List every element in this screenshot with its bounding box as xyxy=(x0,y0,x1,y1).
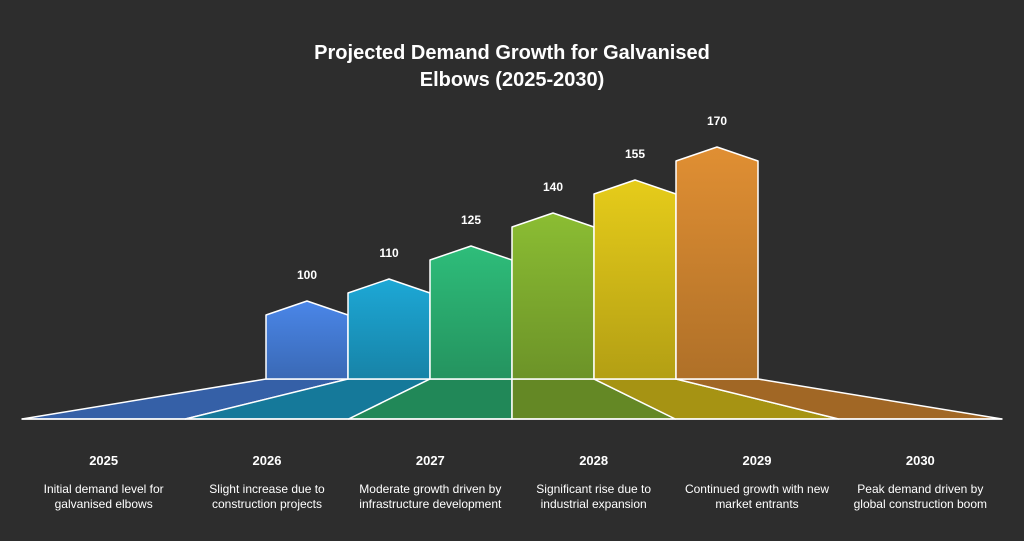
year-label-2029: 2029 xyxy=(742,453,772,468)
year-label-2026: 2026 xyxy=(252,453,282,468)
description-2028: Significant rise due to industrial expan… xyxy=(536,482,652,511)
value-label-2029: 155 xyxy=(625,147,645,161)
value-label-2026: 110 xyxy=(379,246,399,260)
year-label-2028: 2028 xyxy=(579,453,609,468)
chart-title-line-1: Projected Demand Growth for Galvanised xyxy=(314,42,710,64)
description-2026: Slight increase due to construction proj… xyxy=(209,482,325,511)
description-2027: Moderate growth driven by infrastructure… xyxy=(359,482,502,511)
description-2030: Peak demand driven by global constructio… xyxy=(853,482,988,511)
bar-2025 xyxy=(265,300,349,380)
value-layer: 100 110 125 140 155 170 xyxy=(297,114,727,282)
value-label-2030: 170 xyxy=(707,114,727,128)
bar-2026 xyxy=(347,278,431,380)
chart-title-line-2: Elbows (2025-2030) xyxy=(419,69,605,91)
bar-2029 xyxy=(593,179,677,380)
bar-2027 xyxy=(429,245,513,380)
value-label-2025: 100 xyxy=(297,268,317,282)
year-label-2027: 2027 xyxy=(415,453,445,468)
floor-layer xyxy=(21,378,1003,420)
bar-2030 xyxy=(675,146,759,380)
bar-layer xyxy=(265,146,759,380)
chart-title: Projected Demand Growth for Galvanised E… xyxy=(262,40,762,94)
year-label-2030: 2030 xyxy=(905,453,935,468)
description-2029: Continued growth with new market entrant… xyxy=(684,482,830,511)
description-2025: Initial demand level for galvanised elbo… xyxy=(43,482,164,511)
value-label-2027: 125 xyxy=(461,213,481,227)
year-label-2025: 2025 xyxy=(89,453,119,468)
value-label-2028: 140 xyxy=(543,180,563,194)
bar-2028 xyxy=(511,212,595,380)
